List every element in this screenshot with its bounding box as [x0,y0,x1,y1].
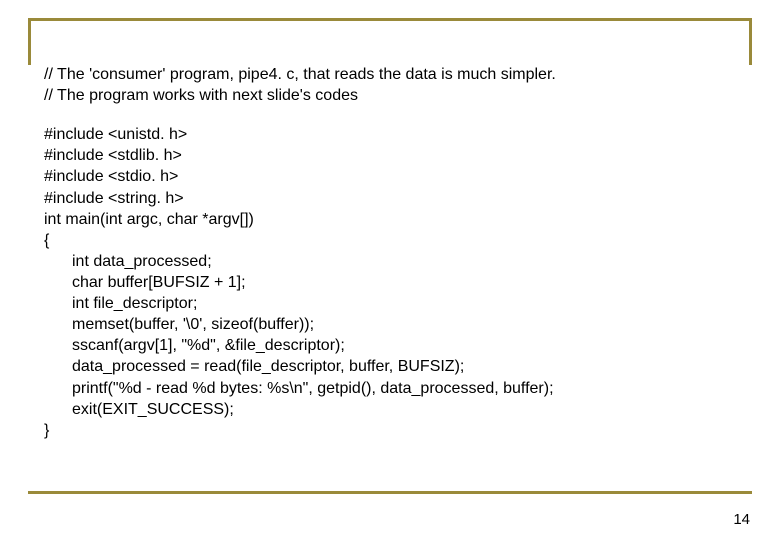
code-line: int main(int argc, char *argv[]) [44,209,736,230]
code-line: { [44,230,736,251]
slide-content: // The 'consumer' program, pipe4. c, tha… [44,64,736,441]
code-block: #include <unistd. h>#include <stdlib. h>… [44,124,736,441]
code-line: printf("%d - read %d bytes: %s\n", getpi… [44,378,736,399]
code-line: int data_processed; [44,251,736,272]
comment-block: // The 'consumer' program, pipe4. c, tha… [44,64,736,106]
comment-line: // The program works with next slide's c… [44,85,736,106]
comment-line: // The 'consumer' program, pipe4. c, tha… [44,64,736,85]
slide-frame-bottom [28,491,752,494]
code-line: char buffer[BUFSIZ + 1]; [44,272,736,293]
code-line: #include <stdio. h> [44,166,736,187]
slide-frame-top [28,18,752,65]
code-line: data_processed = read(file_descriptor, b… [44,356,736,377]
code-line: sscanf(argv[1], "%d", &file_descriptor); [44,335,736,356]
code-line: memset(buffer, '\0', sizeof(buffer)); [44,314,736,335]
code-line: exit(EXIT_SUCCESS); [44,399,736,420]
code-line: } [44,420,736,441]
code-line: #include <string. h> [44,188,736,209]
page-number: 14 [733,511,750,528]
code-line: int file_descriptor; [44,293,736,314]
code-line: #include <unistd. h> [44,124,736,145]
code-line: #include <stdlib. h> [44,145,736,166]
